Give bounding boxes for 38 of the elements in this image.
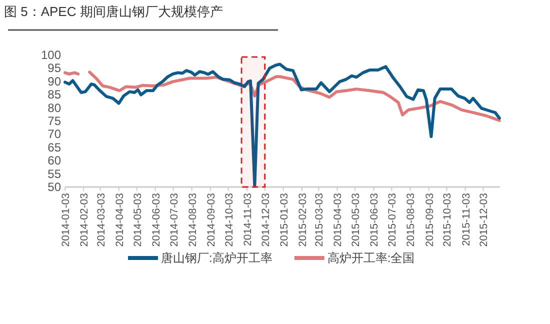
xtick: 2015-03-03 [314,193,326,247]
xtick: 2014-11-03 [242,193,254,246]
xtick: 2015-04-03 [332,193,344,247]
xtick: 2015-08-03 [405,193,418,247]
xtick: 2015-06-03 [368,193,381,247]
ytick: 85 [48,88,61,102]
xtick: 2015-01-03 [278,193,290,247]
xtick: 2014-06-03 [150,193,162,247]
xtick: 2015-05-03 [350,193,362,247]
xtick: 2014-08-03 [186,193,199,247]
legend-label: 高炉开工率:全国 [327,251,415,265]
xtick: 2014-12-03 [260,193,272,247]
ytick: 100 [40,48,61,62]
ytick: 70 [48,127,61,142]
xtick: 2014-09-03 [205,193,218,247]
xtick: 2015-07-03 [386,193,399,247]
xtick: 2014-03-03 [95,193,108,247]
ytick: 60 [48,154,61,168]
legend-label: 唐山钢厂:高炉开工率 [161,251,272,265]
xtick: 2014-01-03 [60,193,72,247]
xtick: 2014-05-03 [132,193,144,247]
xtick: 2015-02-03 [296,193,309,247]
ytick: 90 [48,74,61,88]
ytick: 80 [48,100,61,115]
xtick: 2015-11-03 [460,193,472,246]
ytick: 95 [48,61,61,76]
xtick: 2015-12-03 [478,193,490,247]
ytick: 65 [48,140,61,154]
xtick: 2014-10-03 [223,193,236,247]
xtick: 2014-04-03 [114,193,126,247]
xtick: 2014-02-03 [78,193,91,247]
ytick: 50 [48,180,61,194]
xtick: 2014-07-03 [168,193,180,247]
ytick: 75 [48,114,61,128]
ytick: 55 [48,166,61,181]
xtick: 2015-10-03 [442,193,454,247]
title: 图 5：APEC 期间唐山钢厂大规模停产 [4,4,223,19]
xtick: 2015-09-03 [424,193,436,247]
